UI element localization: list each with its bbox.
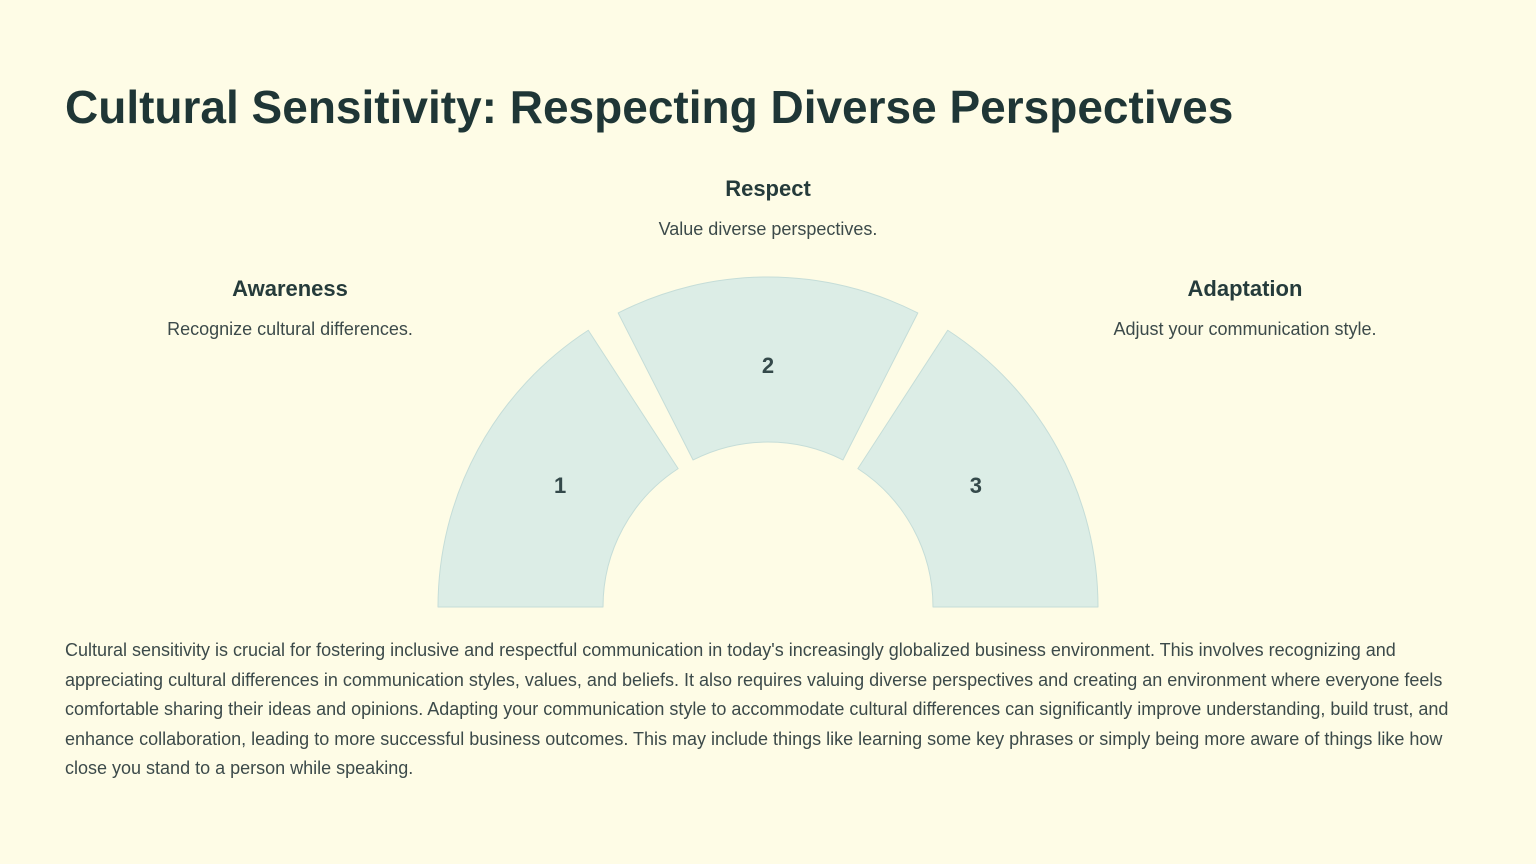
item-heading: Awareness [232, 276, 348, 301]
item-heading: Respect [725, 176, 811, 201]
item-description: Value diverse perspectives. [658, 219, 878, 239]
item-description: Adjust your communication style. [1113, 319, 1377, 339]
segment-number: 1 [554, 473, 566, 498]
item-description: Recognize cultural differences. [167, 319, 413, 339]
body-text: Cultural sensitivity is crucial for fost… [65, 640, 1449, 778]
segment [617, 276, 919, 461]
item-heading: Adaptation [1187, 276, 1303, 301]
segment [857, 329, 1099, 608]
segment [437, 329, 679, 608]
segment-number: 2 [762, 353, 774, 378]
segment-number: 3 [970, 473, 982, 498]
title: Cultural Sensitivity: Respecting Diverse… [65, 81, 1234, 133]
